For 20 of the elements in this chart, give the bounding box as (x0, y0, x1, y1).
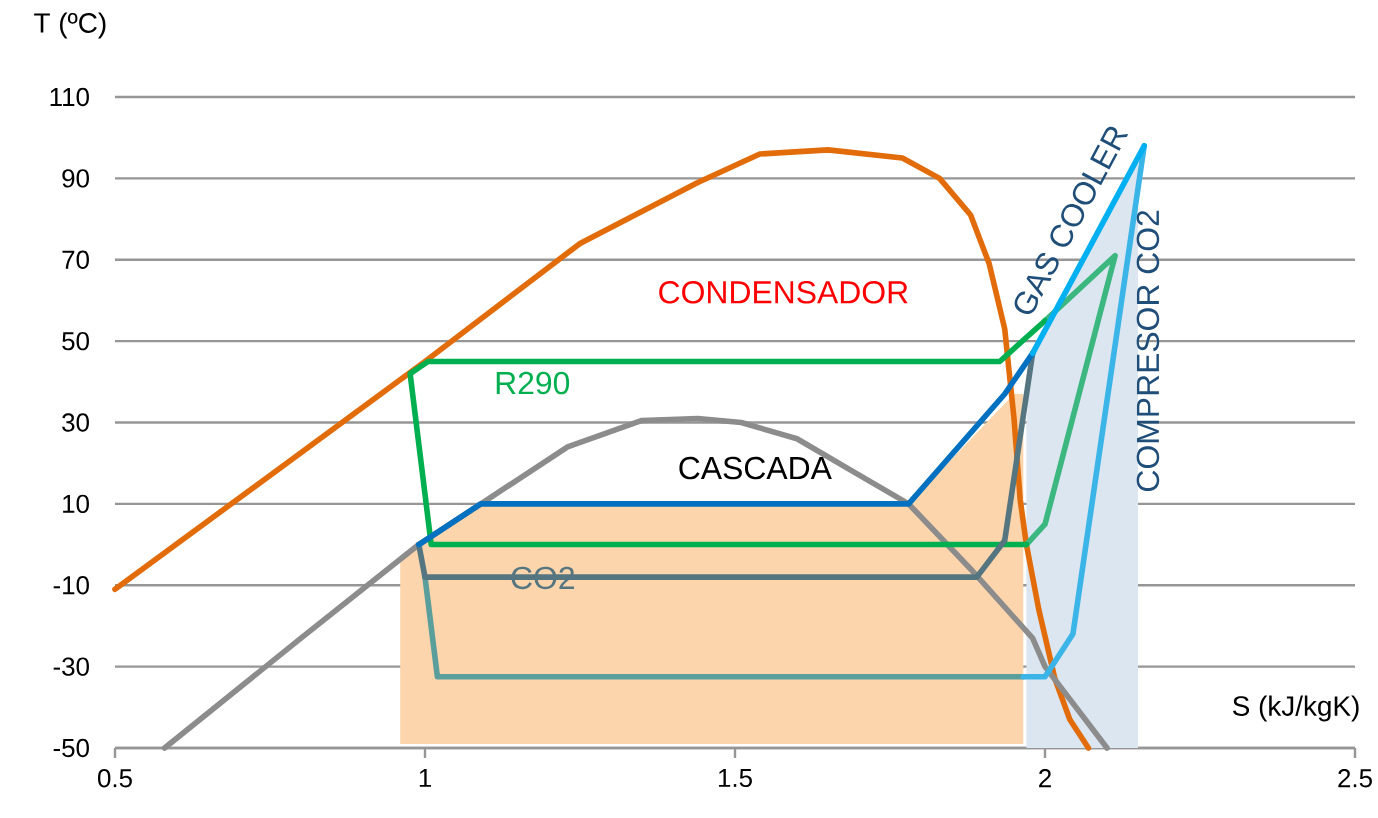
series-label: R290 (496, 371, 570, 395)
x-tick-label: 1 (419, 769, 431, 787)
y-axis-title: T (ºC) (34, 12, 106, 39)
y-tick-label: 10 (63, 494, 89, 514)
x-tick-label: 1.5 (718, 769, 752, 788)
y-tick-label: -30 (53, 657, 89, 676)
x-tick-label: 2.5 (1338, 769, 1372, 788)
y-tick-label: 90 (62, 169, 89, 188)
annotation: CONDENSADOR (659, 281, 908, 304)
y-tick-label: 30 (62, 413, 89, 432)
y-tick-label: 70 (62, 250, 89, 269)
y-tick-label: 50 (62, 331, 89, 351)
x-axis-title: S (kJ/kgK) (1233, 695, 1359, 722)
annotation: COMPRESOR CO2 (1136, 210, 1160, 491)
y-tick-label: -50 (53, 738, 89, 758)
x-tick-label: 0.5 (98, 769, 132, 788)
x-tick-label: 2 (1039, 769, 1051, 788)
y-tick-label: 110 (50, 87, 89, 107)
y-tick-label: -10 (53, 576, 89, 595)
annotation: CASCADA (679, 456, 832, 480)
